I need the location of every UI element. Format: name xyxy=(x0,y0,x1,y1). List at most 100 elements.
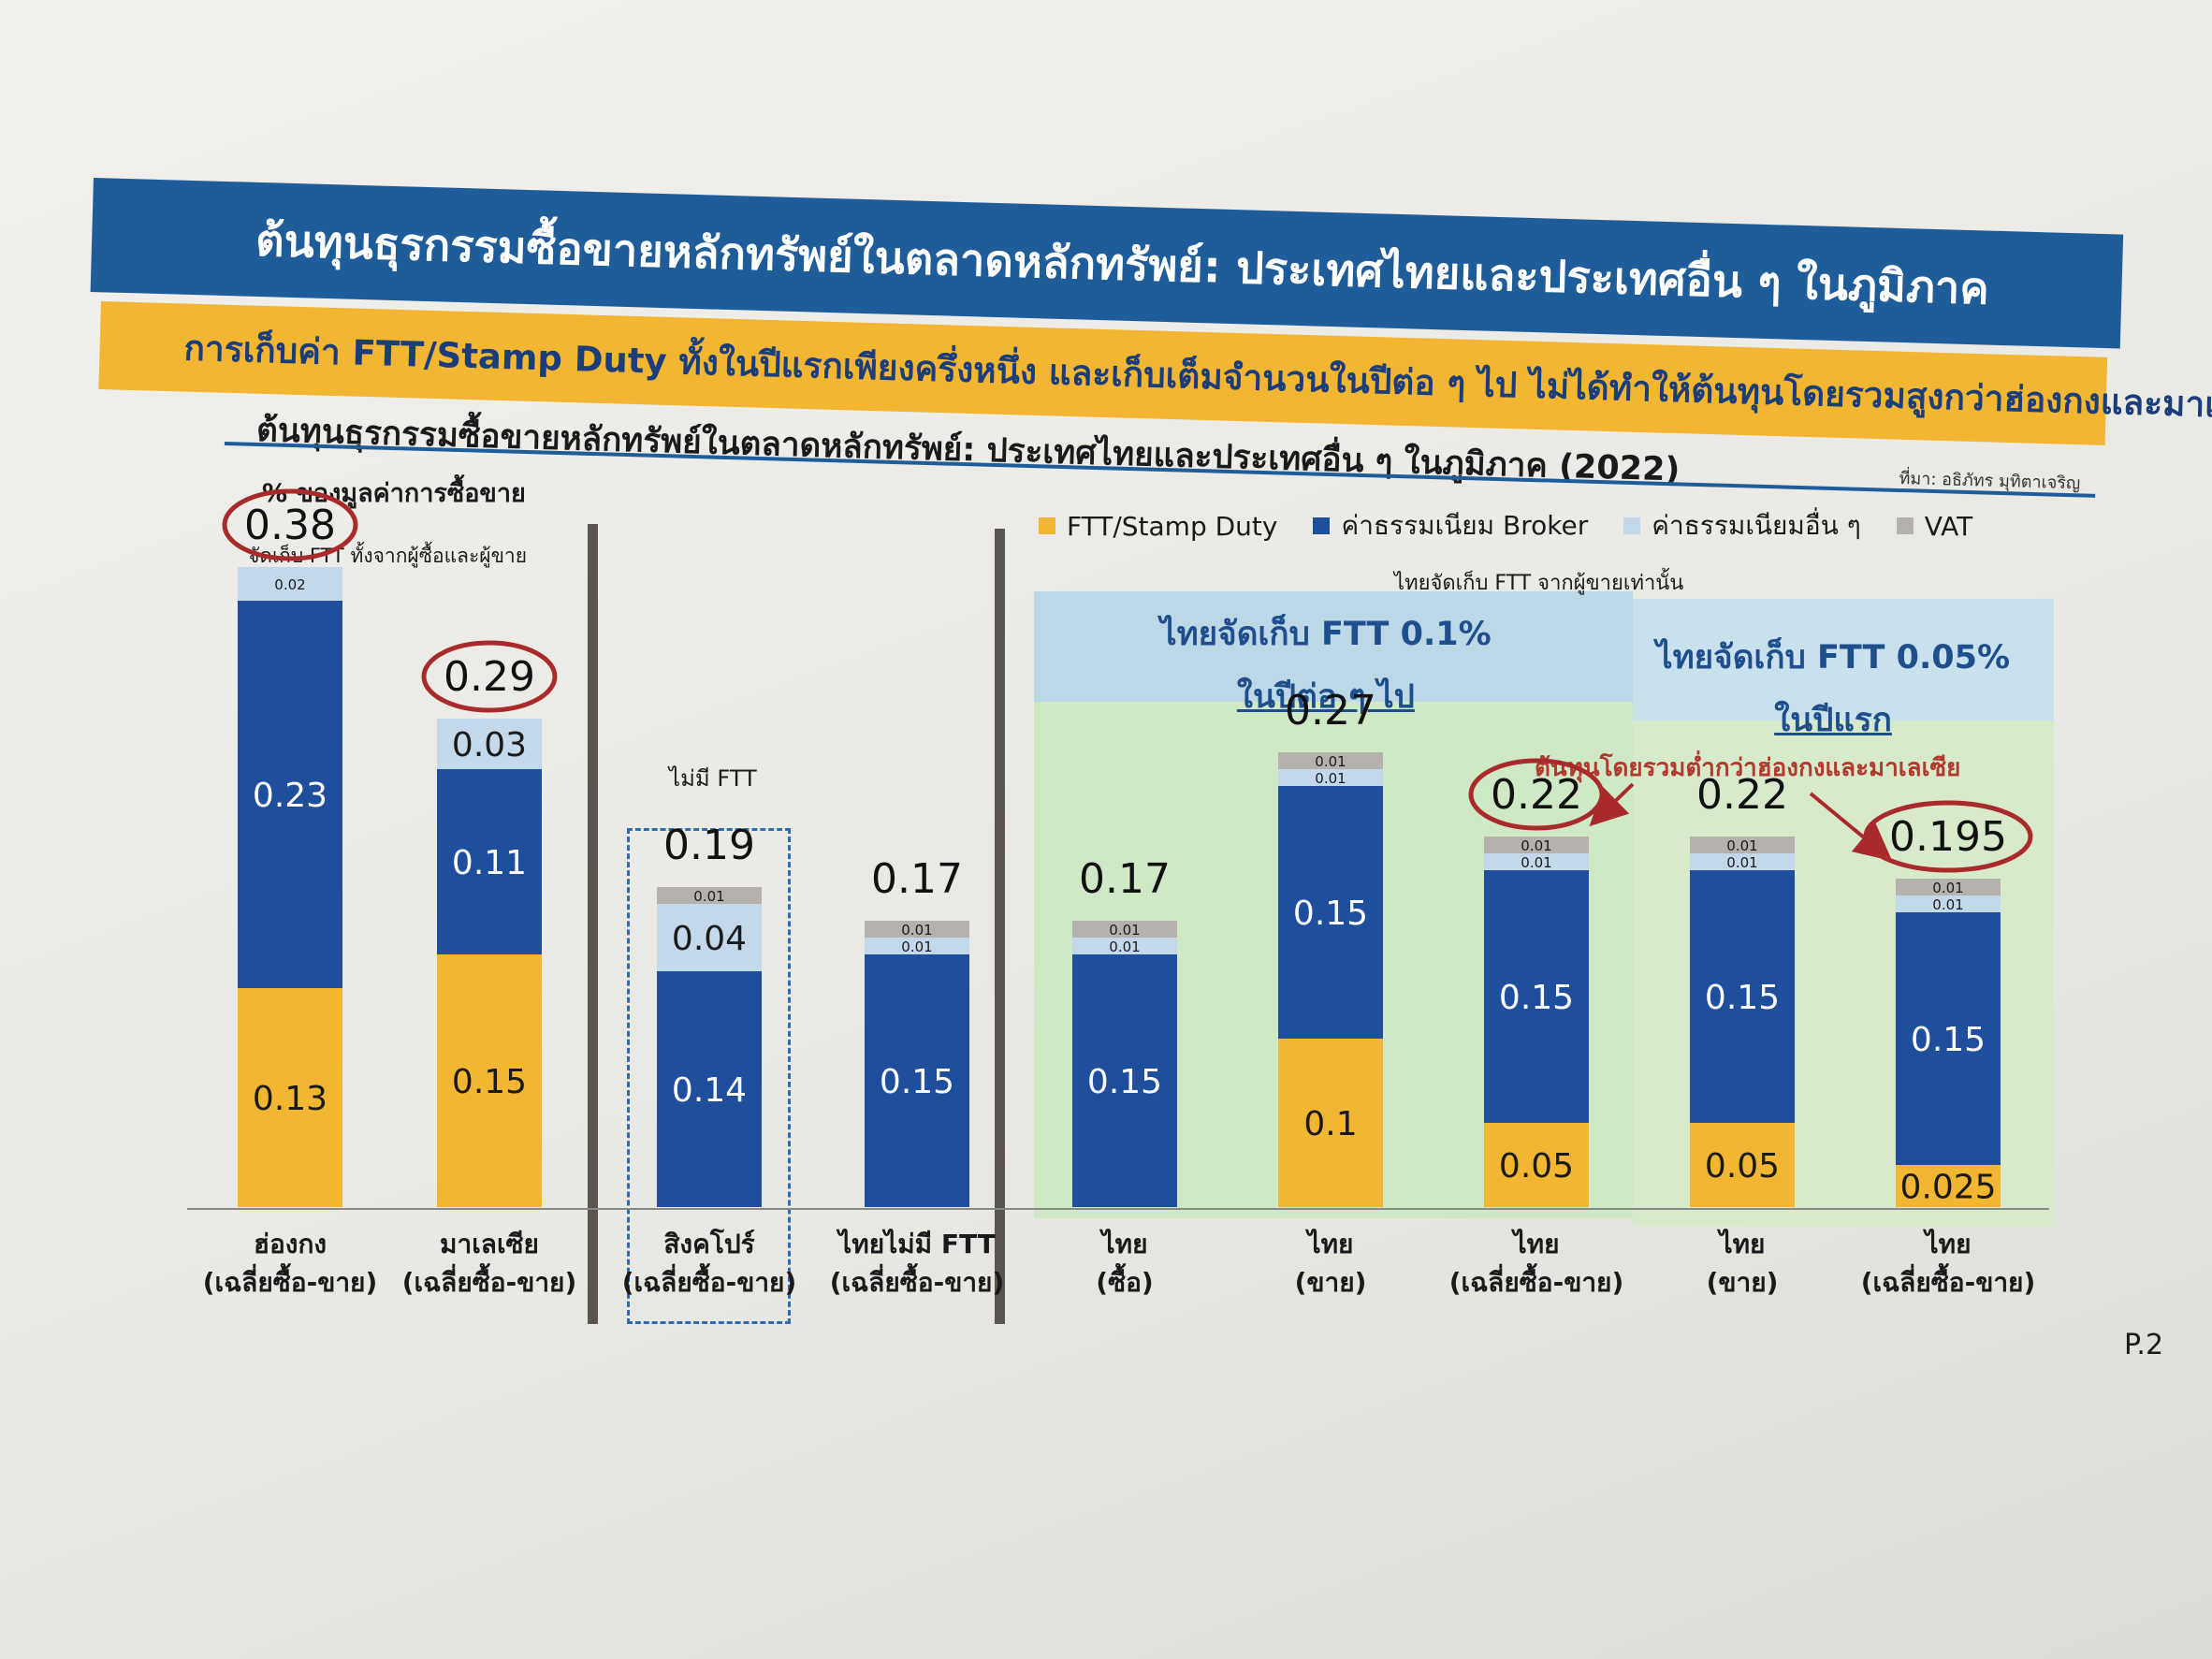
segment-label-2-1: 0.23 xyxy=(253,777,327,815)
category-label-1: ฮ่องกง (เฉลี่ยซื้อ-ขาย) xyxy=(203,1226,378,1302)
region-half-ftt-title: ไทยจัดเก็บ FTT 0.05% ในปีแรก xyxy=(1656,632,2010,746)
segment-label-1-6: 0.1 xyxy=(1303,1105,1357,1143)
segment-label-4-8: 0.01 xyxy=(1726,837,1757,854)
category-label-line-1: ไทย xyxy=(1513,1229,1560,1259)
legend-item-ftt: FTT/Stamp Duty xyxy=(1039,511,1277,542)
bar-total-2: 0.29 xyxy=(444,653,535,701)
category-label-9: ไทย (เฉลี่ยซื้อ-ขาย) xyxy=(1861,1226,2036,1302)
category-label-3: สิงคโปร์ (เฉลี่ยซื้อ-ขาย) xyxy=(622,1226,797,1302)
bar-segment-3-9 xyxy=(1896,895,2001,912)
bar-segment-1-6 xyxy=(1278,1039,1383,1207)
region-half-ftt-line2: ในปีแรก xyxy=(1774,702,1892,739)
segment-label-4-4: 0.01 xyxy=(901,922,932,939)
region-full-ftt-line1: ไทยจัดเก็บ FTT 0.1% xyxy=(1160,616,1492,653)
bar-segment-3-7 xyxy=(1484,853,1589,870)
category-label-line-1: มาเลเซีย xyxy=(440,1229,539,1259)
total-highlight-circle-1 xyxy=(222,488,358,561)
bar-segment-3-3 xyxy=(657,904,762,971)
segment-label-4-7: 0.01 xyxy=(1521,837,1551,854)
bar-segment-3-6 xyxy=(1278,769,1383,786)
bar-segment-4-4 xyxy=(865,921,969,938)
bar-segment-2-6 xyxy=(1278,786,1383,1039)
bar-segment-2-3 xyxy=(657,971,762,1207)
segment-label-1-8: 0.05 xyxy=(1705,1147,1780,1186)
segment-label-4-5: 0.01 xyxy=(1109,922,1140,939)
region-half-ftt-line1: ไทยจัดเก็บ FTT 0.05% xyxy=(1656,639,2011,677)
divider-right xyxy=(995,529,1005,1324)
bar-segment-2-9 xyxy=(1896,912,2001,1165)
bar-segment-3-1 xyxy=(238,567,342,601)
category-label-7: ไทย (เฉลี่ยซื้อ-ขาย) xyxy=(1449,1226,1624,1302)
segment-label-1-7: 0.05 xyxy=(1499,1147,1574,1186)
category-label-line-2: (ขาย) xyxy=(1706,1266,1779,1298)
total-highlight-circle-2 xyxy=(421,640,558,713)
bar-total-9: 0.195 xyxy=(1889,813,2007,861)
legend-label-broker: ค่าธรรมเนียม Broker xyxy=(1341,510,1589,541)
category-label-line-2: (เฉลี่ยซื้อ-ขาย) xyxy=(401,1266,577,1298)
category-label-8: ไทย (ขาย) xyxy=(1707,1226,1779,1302)
segment-label-3-3: 0.04 xyxy=(672,920,747,958)
bar-segment-3-8 xyxy=(1690,853,1795,870)
segment-label-2-5: 0.15 xyxy=(1087,1063,1162,1101)
category-label-line-1: ไทย xyxy=(1719,1229,1766,1259)
segment-label-2-2: 0.11 xyxy=(452,844,527,882)
segment-label-4-9: 0.01 xyxy=(1932,880,1963,896)
segment-label-3-7: 0.01 xyxy=(1521,854,1551,871)
legend-swatch-vat xyxy=(1896,517,1914,534)
category-label-line-2: (เฉลี่ยซื้อ-ขาย) xyxy=(1860,1266,2036,1298)
bar-segment-3-4 xyxy=(865,938,969,954)
singapore-highlight-box xyxy=(627,828,791,1324)
legend-label-ftt: FTT/Stamp Duty xyxy=(1067,510,1278,542)
bar-segment-2-5 xyxy=(1072,954,1177,1207)
bar-segment-1-9 xyxy=(1896,1165,2001,1207)
region-full-ftt-title: ไทยจัดเก็บ FTT 0.1% ในปีต่อ ๆ ไป xyxy=(1160,608,1492,722)
bar-total-1: 0.38 xyxy=(244,502,336,549)
bar-segment-2-4 xyxy=(865,954,969,1207)
ftt-note: จัดเก็บ FTT ทั้งจากผู้ซื้อและผู้ขาย xyxy=(248,545,528,567)
segment-label-3-4: 0.01 xyxy=(901,939,932,955)
legend-label-other: ค่าธรรมเนียมอื่น ๆ xyxy=(1652,510,1861,541)
segment-label-3-6: 0.01 xyxy=(1315,770,1346,787)
segment-label-2-8: 0.15 xyxy=(1705,979,1780,1017)
page-number: P.2 xyxy=(2124,1329,2164,1361)
legend-label-vat: VAT xyxy=(1924,510,1973,542)
bar-segment-3-5 xyxy=(1072,938,1177,954)
segment-label-1-2: 0.15 xyxy=(452,1063,527,1101)
legend-swatch-other xyxy=(1623,517,1641,534)
category-label-line-2: (ขาย) xyxy=(1294,1266,1367,1298)
bar-segment-3-2 xyxy=(437,719,542,769)
bar-total-7: 0.22 xyxy=(1491,771,1582,819)
thai-ftt-note: ไทยจัดเก็บ FTT จากผู้ขายเท่านั้น xyxy=(1394,572,1684,595)
bar-segment-1-2 xyxy=(437,954,542,1207)
segment-label-2-6: 0.15 xyxy=(1293,895,1368,933)
segment-label-4-3: 0.01 xyxy=(693,888,724,905)
segment-label-1-1: 0.13 xyxy=(253,1080,327,1118)
legend-item-broker: ค่าธรรมเนียม Broker xyxy=(1313,505,1588,546)
segment-label-2-3: 0.14 xyxy=(672,1071,747,1110)
region-full-ftt-line2: ในปีต่อ ๆ ไป xyxy=(1236,678,1415,716)
segment-label-2-9: 0.15 xyxy=(1911,1021,1986,1059)
bar-segment-2-1 xyxy=(238,601,342,988)
segment-label-2-4: 0.15 xyxy=(880,1063,954,1101)
bar-total-8: 0.22 xyxy=(1696,771,1788,819)
category-label-5: ไทย (ซื้อ) xyxy=(1096,1226,1153,1302)
bar-total-4: 0.17 xyxy=(871,855,963,903)
legend-swatch-ftt xyxy=(1039,517,1055,534)
category-label-line-1: ไทยไม่มี FTT xyxy=(838,1229,996,1259)
bar-segment-4-9 xyxy=(1896,879,2001,895)
chart-legend: FTT/Stamp Duty ค่าธรรมเนียม Broker ค่าธร… xyxy=(1039,505,1972,546)
annotation-arrow-right xyxy=(1809,792,1893,862)
bar-total-6: 0.27 xyxy=(1285,687,1376,735)
legend-item-vat: VAT xyxy=(1896,510,1973,542)
bar-segment-4-6 xyxy=(1278,752,1383,769)
category-label-4: ไทยไม่มี FTT (เฉลี่ยซื้อ-ขาย) xyxy=(830,1226,1005,1302)
bar-segment-4-5 xyxy=(1072,921,1177,938)
bar-segment-2-7 xyxy=(1484,870,1589,1123)
segment-label-3-2: 0.03 xyxy=(452,726,527,764)
segment-label-3-5: 0.01 xyxy=(1109,939,1140,955)
category-label-line-1: ไทย xyxy=(1101,1229,1148,1259)
segment-label-3-9: 0.01 xyxy=(1932,896,1963,913)
category-label-line-1: ไทย xyxy=(1925,1229,1972,1259)
bar-total-5: 0.17 xyxy=(1079,855,1171,903)
